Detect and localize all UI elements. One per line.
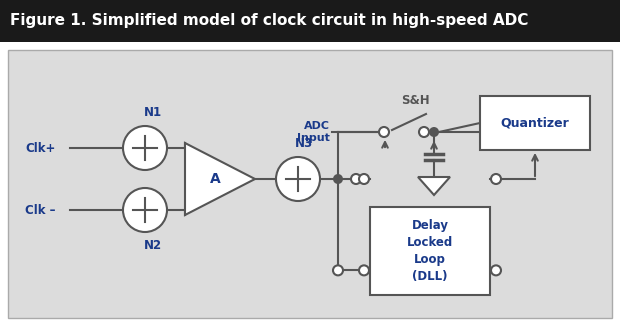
Text: Delay
Locked
Loop
(DLL): Delay Locked Loop (DLL) bbox=[407, 219, 453, 283]
Circle shape bbox=[123, 188, 167, 232]
Text: N2: N2 bbox=[144, 239, 162, 252]
Bar bbox=[8, 50, 612, 318]
Text: Figure 1. Simplified model of clock circuit in high-speed ADC: Figure 1. Simplified model of clock circ… bbox=[10, 13, 528, 29]
Text: S&H: S&H bbox=[401, 94, 429, 107]
Bar bbox=[480, 96, 590, 150]
Circle shape bbox=[491, 265, 501, 276]
Circle shape bbox=[429, 127, 439, 137]
Text: Quantizer: Quantizer bbox=[500, 116, 569, 130]
Bar bbox=[0, 0, 620, 42]
Circle shape bbox=[359, 174, 369, 184]
Circle shape bbox=[359, 265, 369, 276]
Circle shape bbox=[333, 265, 343, 276]
Text: N1: N1 bbox=[144, 106, 162, 119]
Text: ADC
Input: ADC Input bbox=[297, 121, 330, 143]
Bar bbox=[370, 207, 490, 295]
Circle shape bbox=[491, 174, 501, 184]
Circle shape bbox=[123, 126, 167, 170]
Circle shape bbox=[419, 127, 429, 137]
Text: N3: N3 bbox=[295, 137, 313, 150]
Circle shape bbox=[351, 174, 361, 184]
Polygon shape bbox=[418, 177, 450, 195]
Circle shape bbox=[333, 174, 343, 184]
Circle shape bbox=[276, 157, 320, 201]
Polygon shape bbox=[185, 143, 255, 215]
Text: A: A bbox=[210, 172, 220, 186]
Circle shape bbox=[379, 127, 389, 137]
Text: Clk+: Clk+ bbox=[25, 141, 55, 154]
Text: Clk –: Clk – bbox=[25, 203, 56, 216]
